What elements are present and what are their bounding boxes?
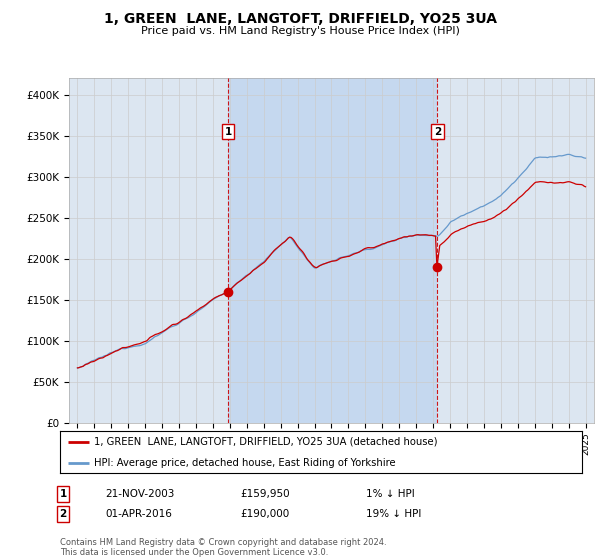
Text: 2: 2 (59, 509, 67, 519)
Text: £159,950: £159,950 (240, 489, 290, 499)
Text: 1, GREEN  LANE, LANGTOFT, DRIFFIELD, YO25 3UA (detached house): 1, GREEN LANE, LANGTOFT, DRIFFIELD, YO25… (94, 437, 437, 447)
Text: 21-NOV-2003: 21-NOV-2003 (105, 489, 175, 499)
Text: Contains HM Land Registry data © Crown copyright and database right 2024.
This d: Contains HM Land Registry data © Crown c… (60, 538, 386, 557)
Text: 19% ↓ HPI: 19% ↓ HPI (366, 509, 421, 519)
Bar (228, 78, 437, 423)
Text: 1% ↓ HPI: 1% ↓ HPI (366, 489, 415, 499)
Text: £190,000: £190,000 (240, 509, 289, 519)
Text: 2: 2 (434, 127, 441, 137)
Text: Price paid vs. HM Land Registry's House Price Index (HPI): Price paid vs. HM Land Registry's House … (140, 26, 460, 36)
Text: 1: 1 (224, 127, 232, 137)
Text: 01-APR-2016: 01-APR-2016 (105, 509, 172, 519)
Text: 1: 1 (59, 489, 67, 499)
Text: 1, GREEN  LANE, LANGTOFT, DRIFFIELD, YO25 3UA: 1, GREEN LANE, LANGTOFT, DRIFFIELD, YO25… (104, 12, 497, 26)
Text: HPI: Average price, detached house, East Riding of Yorkshire: HPI: Average price, detached house, East… (94, 458, 395, 468)
